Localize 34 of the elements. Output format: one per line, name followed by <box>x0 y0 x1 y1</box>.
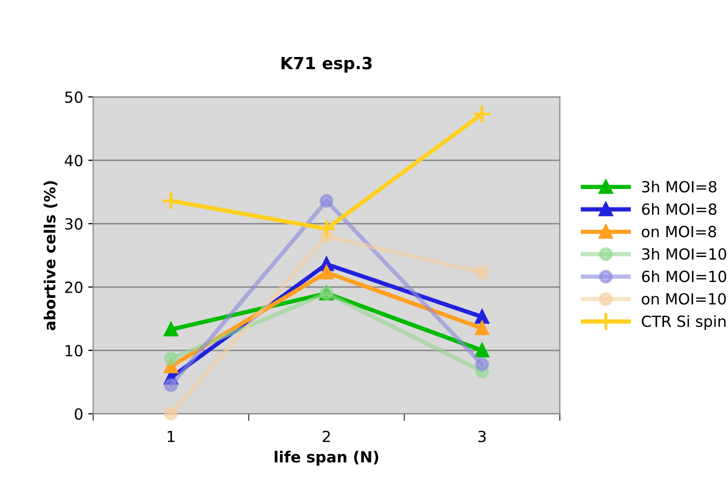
point <box>164 406 178 421</box>
legend-label: CTR Si spin <box>642 315 726 330</box>
y-tick-label: 20 <box>65 282 82 294</box>
point <box>164 378 178 392</box>
point <box>161 191 181 211</box>
y-tick-label: 30 <box>65 218 82 230</box>
legend-label: 6h MOI=10 <box>642 270 726 282</box>
point <box>316 219 336 238</box>
x-tick-label: 2 <box>322 430 330 442</box>
legend-label: on MOI=8 <box>642 226 716 238</box>
x-axis-title: life span (N) <box>274 450 378 466</box>
point <box>320 266 334 280</box>
point <box>164 352 178 366</box>
legend-label: 6h MOI=8 <box>642 203 716 215</box>
point <box>475 310 490 324</box>
point <box>475 321 490 336</box>
point <box>475 266 490 280</box>
legend-label: on MOI=10 <box>642 293 726 305</box>
point <box>475 343 490 358</box>
y-tick-label: 40 <box>64 154 82 166</box>
point <box>475 357 490 372</box>
legend-label: 3h MOI=8 <box>642 180 716 193</box>
y-tick-label: 50 <box>65 91 82 103</box>
x-tick-label: 3 <box>478 430 486 442</box>
y-axis-title: abortive cells (%) <box>44 181 58 330</box>
point <box>164 322 178 336</box>
chart-title: K71 esp.3 <box>282 56 372 73</box>
y-tick-label: 10 <box>66 344 82 356</box>
y-tick-label: 0 <box>74 408 82 420</box>
x-tick-label: 1 <box>168 430 174 442</box>
point <box>320 194 334 208</box>
point <box>472 104 492 124</box>
point <box>164 359 178 374</box>
legend-label: 3h MOI=10 <box>642 248 726 260</box>
